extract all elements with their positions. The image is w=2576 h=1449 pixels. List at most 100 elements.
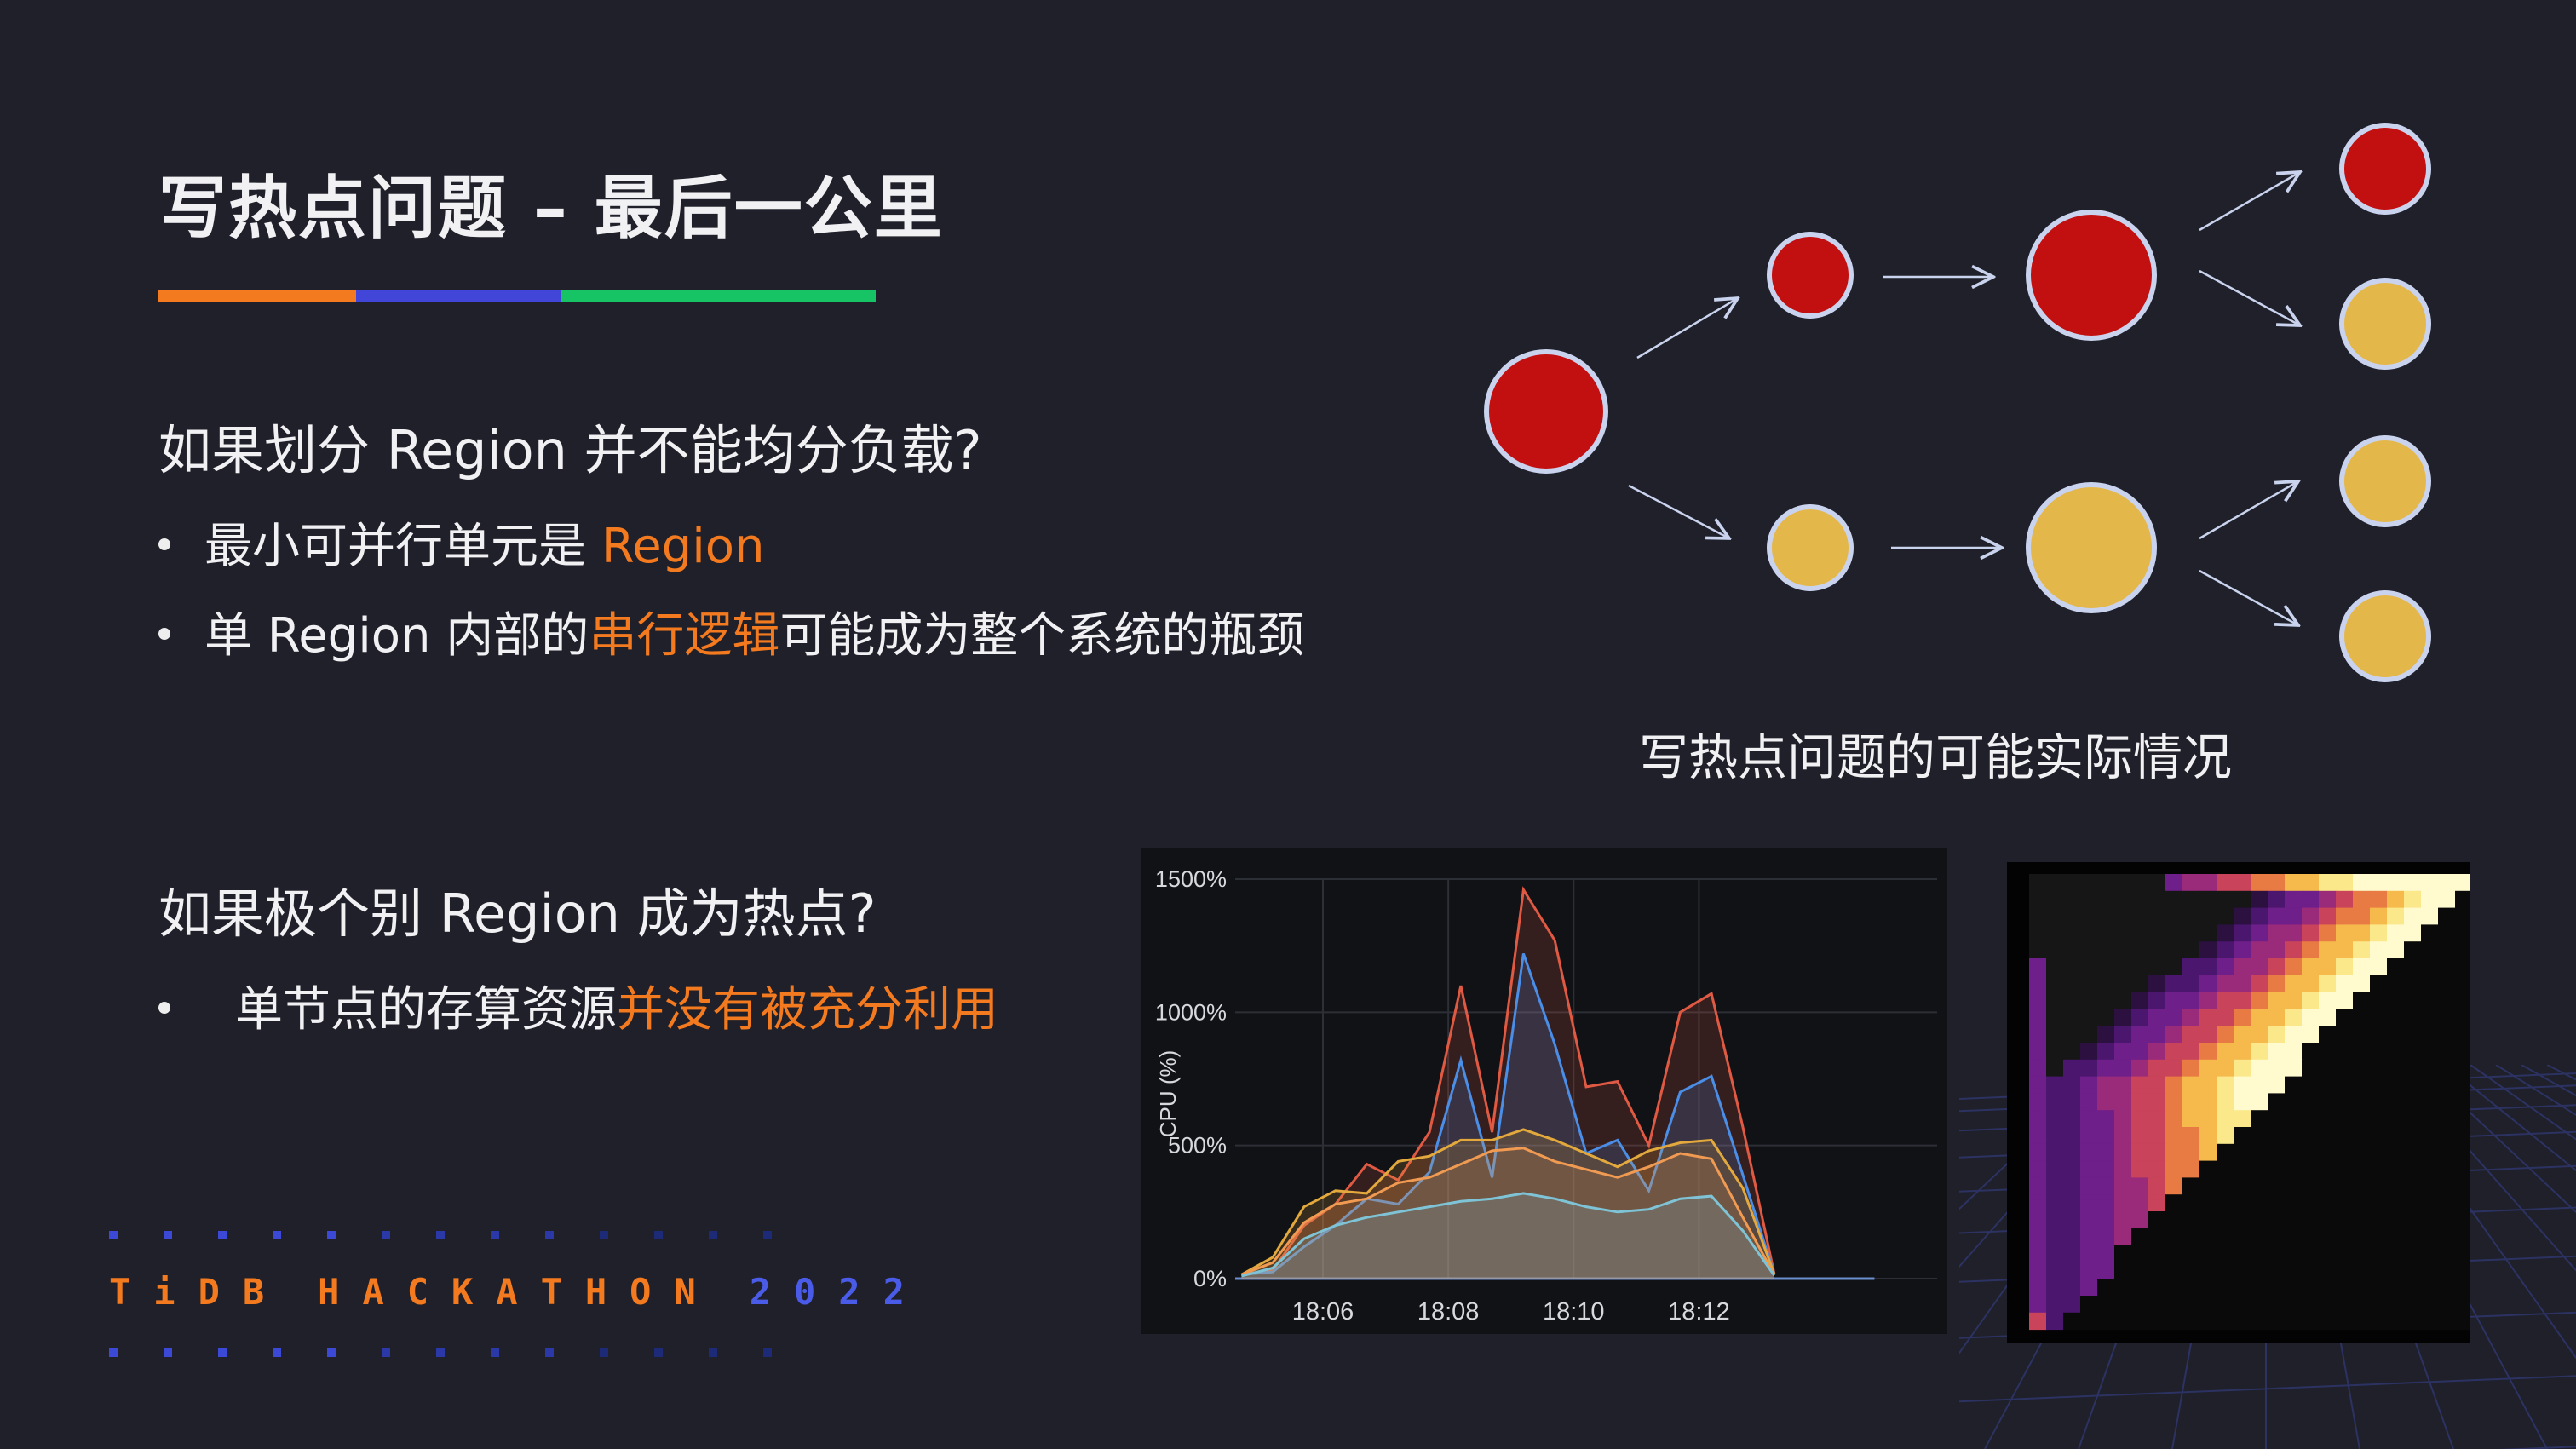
heatmap-cell: [2438, 975, 2456, 993]
heatmap-cell: [2285, 1279, 2303, 1297]
heatmap-cell: [2199, 1059, 2217, 1078]
heatmap-cell: [2114, 1093, 2132, 1111]
heatmap-cell: [2404, 1245, 2422, 1262]
heatmap-cell: [2455, 1312, 2470, 1331]
heatmap-cell: [2029, 1076, 2047, 1094]
heatmap-cell: [2336, 1245, 2354, 1262]
heatmap-cell: [2063, 1009, 2081, 1026]
heatmap-cell: [2336, 1228, 2354, 1246]
heatmap-cell: [2319, 1262, 2337, 1279]
heatmap-cell: [2319, 1160, 2337, 1178]
logo-dot: [218, 1231, 227, 1239]
heatmap-cell: [2165, 941, 2183, 959]
heatmap-cell: [2165, 1279, 2183, 1297]
heatmap-cell: [2387, 1076, 2405, 1094]
logo-dot: [763, 1348, 772, 1357]
heatmap-cell: [2455, 1110, 2470, 1128]
logo-dot: [218, 1348, 227, 1357]
heatmap-cell: [2029, 1279, 2047, 1297]
heatmap-cell: [2302, 1127, 2320, 1145]
heatmap-cell: [2319, 874, 2337, 892]
heatmap-cell: [2114, 1211, 2132, 1229]
heatmap-cell: [2080, 1009, 2098, 1026]
heatmap-cell: [2217, 907, 2234, 925]
logo-year: 2022: [749, 1271, 928, 1313]
heatmap-cell: [2182, 907, 2200, 925]
heatmap-cell: [2251, 1127, 2268, 1145]
heatmap-cell: [2114, 1160, 2132, 1178]
heatmap-cell: [2336, 975, 2354, 993]
heatmap-cell: [2148, 1228, 2166, 1246]
heatmap-cell: [2387, 1194, 2405, 1212]
logo-dot: [109, 1348, 118, 1357]
heatmap-cell: [2438, 907, 2456, 925]
heatmap-cell: [2080, 1312, 2098, 1331]
heatmap-cell: [2455, 1296, 2470, 1314]
heatmap-cell: [2165, 907, 2183, 925]
heatmap-cell: [2421, 1194, 2439, 1212]
heatmap-cell: [2046, 992, 2064, 1009]
heatmap-cell: [2336, 1177, 2354, 1195]
heatmap-cell: [2268, 1296, 2286, 1314]
heatmap-cell: [2148, 1177, 2166, 1195]
heatmap-cell: [2029, 1177, 2047, 1195]
heatmap-cell: [2131, 874, 2149, 892]
heatmap-cell: [2234, 1127, 2251, 1145]
heatmap-cell: [2080, 1245, 2098, 1262]
heatmap-cell: [2404, 1009, 2422, 1026]
heatmap-cell: [2046, 1262, 2064, 1279]
heatmap-cell: [2234, 1279, 2251, 1297]
heatmap-cell: [2319, 1043, 2337, 1061]
y-tick-label: 0%: [1193, 1266, 1227, 1291]
bullet-highlight: 串行逻辑: [589, 608, 780, 664]
heatmap-cell: [2131, 941, 2149, 959]
heatmap-cell: [2063, 1194, 2081, 1212]
heatmap-cell: [2234, 1026, 2251, 1044]
heatmap-cell: [2097, 1245, 2115, 1262]
heatmap-cell: [2370, 1127, 2388, 1145]
heatmap-cell: [2387, 1312, 2405, 1331]
heatmap-cell: [2302, 1043, 2320, 1061]
heatmap-cell: [2182, 1262, 2200, 1279]
heatmap-cell: [2455, 1279, 2470, 1297]
heatmap-cell: [2421, 1245, 2439, 1262]
heatmap-cell: [2046, 1160, 2064, 1178]
heatmap-cell: [2182, 1194, 2200, 1212]
heatmap-cell: [2217, 1245, 2234, 1262]
heatmap-cell: [2029, 1143, 2047, 1162]
heatmap-cell: [2165, 1009, 2183, 1026]
heatmap-cell: [2370, 1110, 2388, 1128]
heatmap-cell: [2421, 1312, 2439, 1331]
heatmap-cell: [2131, 1177, 2149, 1195]
heatmap-cell: [2455, 1160, 2470, 1178]
heatmap-cell: [2029, 1043, 2047, 1061]
heatmap-cell: [2251, 1026, 2268, 1044]
heatmap-cell: [2046, 958, 2064, 976]
heatmap-cell: [2421, 1026, 2439, 1044]
heatmap-cell: [2438, 1076, 2456, 1094]
heatmap-cell: [2251, 1059, 2268, 1078]
heatmap-cell: [2370, 1279, 2388, 1297]
heatmap-cell: [2097, 1076, 2115, 1094]
heatmap-cell: [2217, 1160, 2234, 1178]
heatmap-cell: [2080, 1177, 2098, 1195]
heatmap-cell: [2251, 1009, 2268, 1026]
heatmap-cell: [2199, 924, 2217, 942]
heatmap-cell: [2114, 1245, 2132, 1262]
heatmap-cell: [2387, 992, 2405, 1009]
question-1: 如果划分 Region 并不能均分负载?: [158, 419, 982, 481]
heatmap-cell: [2046, 924, 2064, 942]
heatmap-cell: [2455, 1211, 2470, 1229]
heatmap-cell: [2063, 907, 2081, 925]
bullet-highlight: Region: [601, 519, 765, 574]
heatmap-cell: [2199, 1279, 2217, 1297]
logo-dot: [491, 1348, 499, 1357]
heatmap-cell: [2182, 1009, 2200, 1026]
heatmap-cell: [2285, 1160, 2303, 1178]
heatmap-cell: [2234, 1043, 2251, 1061]
heatmap-cell: [2114, 1026, 2132, 1044]
heatmap-cell: [2268, 924, 2286, 942]
heatmap-cell: [2080, 992, 2098, 1009]
heatmap-cell: [2148, 1312, 2166, 1331]
heatmap-cell: [2063, 1262, 2081, 1279]
